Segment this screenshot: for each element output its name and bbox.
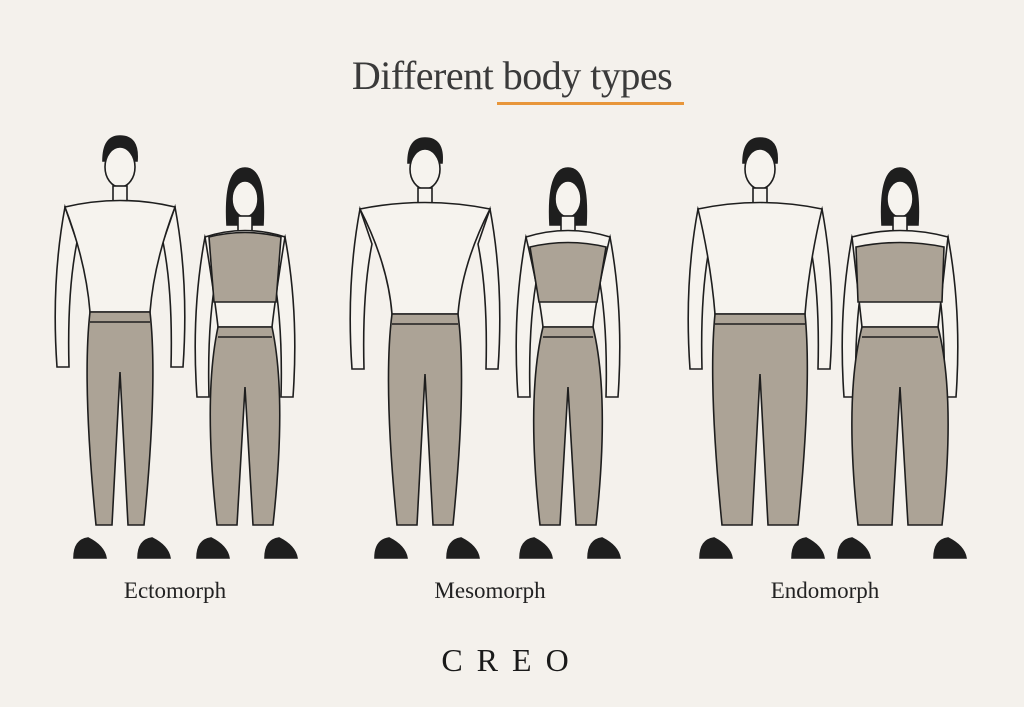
top xyxy=(208,231,282,303)
head xyxy=(231,180,259,218)
right-arm xyxy=(809,205,833,370)
leggings xyxy=(209,326,281,526)
right-shoe xyxy=(933,537,967,559)
head xyxy=(409,148,441,190)
right-shoe xyxy=(446,537,480,559)
figure-endomorph-man xyxy=(687,137,833,559)
neck xyxy=(560,215,576,233)
left-shoe xyxy=(73,537,107,559)
left-shoe xyxy=(374,537,408,559)
title-underline xyxy=(497,102,684,105)
label-endomorph: Endomorph xyxy=(770,578,880,603)
right-shoe xyxy=(791,537,825,559)
right-shoe xyxy=(264,537,298,559)
figure-mesomorph-woman xyxy=(515,167,621,559)
leggings xyxy=(86,311,154,526)
torso xyxy=(697,201,823,315)
neck xyxy=(417,187,433,205)
left-arm xyxy=(515,233,539,398)
head xyxy=(104,146,136,188)
torso xyxy=(358,201,492,315)
right-shoe xyxy=(587,537,621,559)
head xyxy=(886,180,914,218)
figure-ectomorph-woman xyxy=(194,167,298,559)
figure-endomorph-woman xyxy=(837,167,967,559)
page-title: Different body types xyxy=(351,53,673,98)
leggings xyxy=(387,313,463,526)
left-arm xyxy=(54,203,78,368)
left-shoe xyxy=(699,537,733,559)
right-arm xyxy=(162,203,186,368)
top xyxy=(529,241,607,303)
neck xyxy=(752,187,768,205)
right-arm xyxy=(597,233,621,398)
neck xyxy=(112,185,128,203)
creo-logo: CREO xyxy=(441,642,583,678)
head xyxy=(554,180,582,218)
left-arm xyxy=(687,205,711,370)
right-arm xyxy=(477,205,501,370)
torso xyxy=(63,199,177,313)
left-shoe xyxy=(519,537,553,559)
figure-ectomorph-man xyxy=(54,135,186,559)
leggings xyxy=(851,326,949,526)
figure-mesomorph-man xyxy=(349,137,501,559)
left-shoe xyxy=(837,537,871,559)
left-shoe xyxy=(196,537,230,559)
left-arm xyxy=(349,205,373,370)
neck xyxy=(237,215,253,233)
head xyxy=(744,148,776,190)
label-ectomorph: Ectomorph xyxy=(123,578,227,603)
neck xyxy=(892,215,908,233)
leggings xyxy=(532,326,604,526)
label-mesomorph: Mesomorph xyxy=(434,578,546,603)
top xyxy=(855,241,945,303)
leggings xyxy=(711,313,809,526)
right-shoe xyxy=(137,537,171,559)
